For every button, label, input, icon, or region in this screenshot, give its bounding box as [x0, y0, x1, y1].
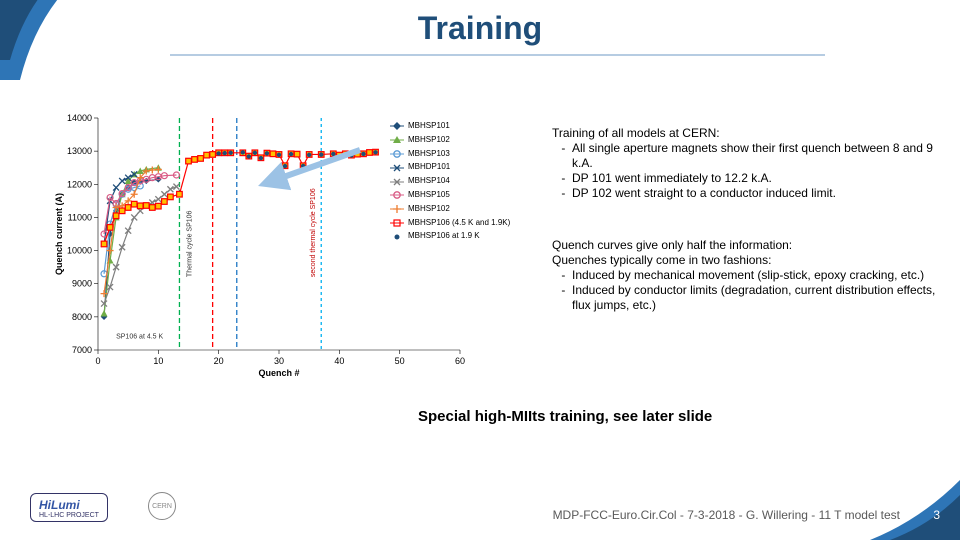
footer-text: MDP-FCC-Euro.Cir.Col - 7-3-2018 - G. Wil… [553, 508, 900, 522]
legend-item: MBHSP102 [390, 203, 510, 216]
svg-text:12000: 12000 [67, 179, 92, 189]
svg-text:8000: 8000 [72, 312, 92, 322]
svg-text:Quench current (A): Quench current (A) [54, 193, 64, 275]
p1-intro: Training of all models at CERN: [552, 126, 947, 141]
svg-text:13000: 13000 [67, 146, 92, 156]
legend-item: MBHSP106 at 1.9 K [390, 230, 510, 243]
legend-item: MBHSP101 [390, 120, 510, 133]
title-underline [170, 54, 825, 56]
bullet-item: DP 101 went immediately to 12.2 k.A. [572, 171, 947, 186]
svg-text:SP106 at 4.5 K: SP106 at 4.5 K [116, 333, 163, 340]
legend-item: MBHSP104 [390, 175, 510, 188]
slide-title: Training [0, 10, 960, 47]
logo-cern: CERN [148, 492, 176, 520]
logo-hilumi: HiLumiHL-LHC PROJECT [30, 493, 108, 522]
p2-line1: Quench curves give only half the informa… [552, 238, 947, 253]
special-note: Special high-MIIts training, see later s… [418, 408, 712, 425]
svg-text:7000: 7000 [72, 345, 92, 355]
bullet-item: All single aperture magnets show their f… [572, 141, 947, 171]
svg-text:Quench #: Quench # [258, 368, 299, 378]
svg-text:11000: 11000 [68, 212, 92, 222]
page-number: 3 [933, 508, 940, 522]
bullet-item: Induced by conductor limits (degradation… [572, 283, 947, 313]
chart-legend: MBHSP101MBHSP102MBHSP103MBHDP101MBHSP104… [390, 120, 510, 244]
svg-text:50: 50 [395, 356, 405, 366]
legend-item: MBHSP105 [390, 189, 510, 202]
svg-text:14000: 14000 [67, 113, 92, 123]
bullet-item: Induced by mechanical movement (slip-sti… [572, 268, 947, 283]
svg-text:second thermal cycle SP106: second thermal cycle SP106 [310, 188, 317, 277]
svg-text:10: 10 [153, 356, 163, 366]
p2-line2: Quenches typically come in two fashions: [552, 253, 947, 268]
svg-text:40: 40 [334, 356, 344, 366]
legend-item: MBHSP106 (4.5 K and 1.9K) [390, 217, 510, 230]
svg-text:0: 0 [95, 356, 100, 366]
legend-item: MBHDP101 [390, 161, 510, 174]
svg-text:Thermal cycle SP106: Thermal cycle SP106 [187, 210, 194, 277]
svg-text:20: 20 [214, 356, 224, 366]
svg-text:30: 30 [274, 356, 284, 366]
svg-text:60: 60 [455, 356, 465, 366]
legend-item: MBHSP102 [390, 134, 510, 147]
legend-item: MBHSP103 [390, 148, 510, 161]
svg-text:10000: 10000 [67, 246, 92, 256]
svg-text:9000: 9000 [72, 279, 92, 289]
text-block-training: Training of all models at CERN: All sing… [552, 126, 947, 201]
bullet-item: DP 102 went straight to a conductor indu… [572, 186, 947, 201]
text-block-quench: Quench curves give only half the informa… [552, 238, 947, 313]
